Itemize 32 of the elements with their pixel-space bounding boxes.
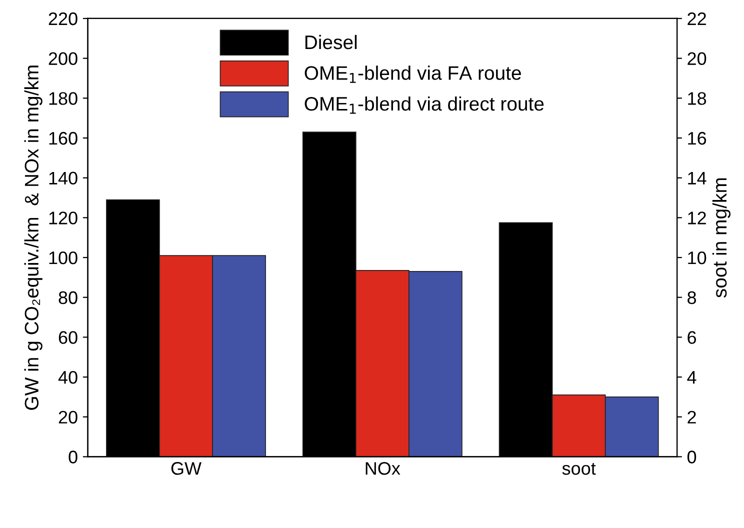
- y2-tick-label: 4: [687, 371, 696, 384]
- x-tick-label: GW: [171, 462, 202, 475]
- y2-axis-title: soot in mg/km: [712, 178, 731, 298]
- y2-tick-label: 2: [688, 410, 696, 424]
- legend-label: OME$_{1}$-blend via direct route: [304, 96, 544, 114]
- y-tick-label: 80: [58, 291, 78, 304]
- y-tick-label: 40: [58, 370, 78, 384]
- y2-tick-label: 8: [688, 291, 696, 304]
- x-tick-label: soot: [562, 462, 596, 475]
- y2-tick-label: 20: [688, 52, 706, 66]
- y-tick-label: 20: [58, 410, 78, 424]
- y-tick-label: 140: [49, 172, 78, 185]
- x-tick-label: NOx: [366, 462, 400, 475]
- legend-label: Diesel: [305, 34, 357, 50]
- y2-tick-label: 14: [688, 172, 706, 184]
- y-axis-title: GW in g CO₂equiv./km & NOx in mg/km: [24, 66, 42, 410]
- y2-tick-label: 0: [687, 450, 696, 464]
- y-tick-label: 200: [48, 52, 78, 66]
- y2-tick-label: 18: [688, 92, 706, 105]
- y2-tick-label: 10: [688, 251, 706, 264]
- y-tick-label: 0: [68, 450, 78, 464]
- y-tick-label: 160: [49, 132, 78, 145]
- y2-tick-label: 16: [688, 132, 706, 145]
- y2-tick-label: 6: [688, 331, 696, 344]
- y2-tick-label: 22: [688, 12, 706, 26]
- legend-label: OME$_{1}$-blend via FA route: [304, 66, 521, 83]
- y-tick-label: 60: [58, 331, 78, 344]
- y-tick-label: 180: [49, 92, 78, 105]
- y-tick-label: 100: [49, 251, 78, 264]
- y-tick-label: 220: [48, 12, 78, 26]
- y2-tick-label: 12: [688, 212, 706, 224]
- y-tick-label: 120: [49, 212, 78, 224]
